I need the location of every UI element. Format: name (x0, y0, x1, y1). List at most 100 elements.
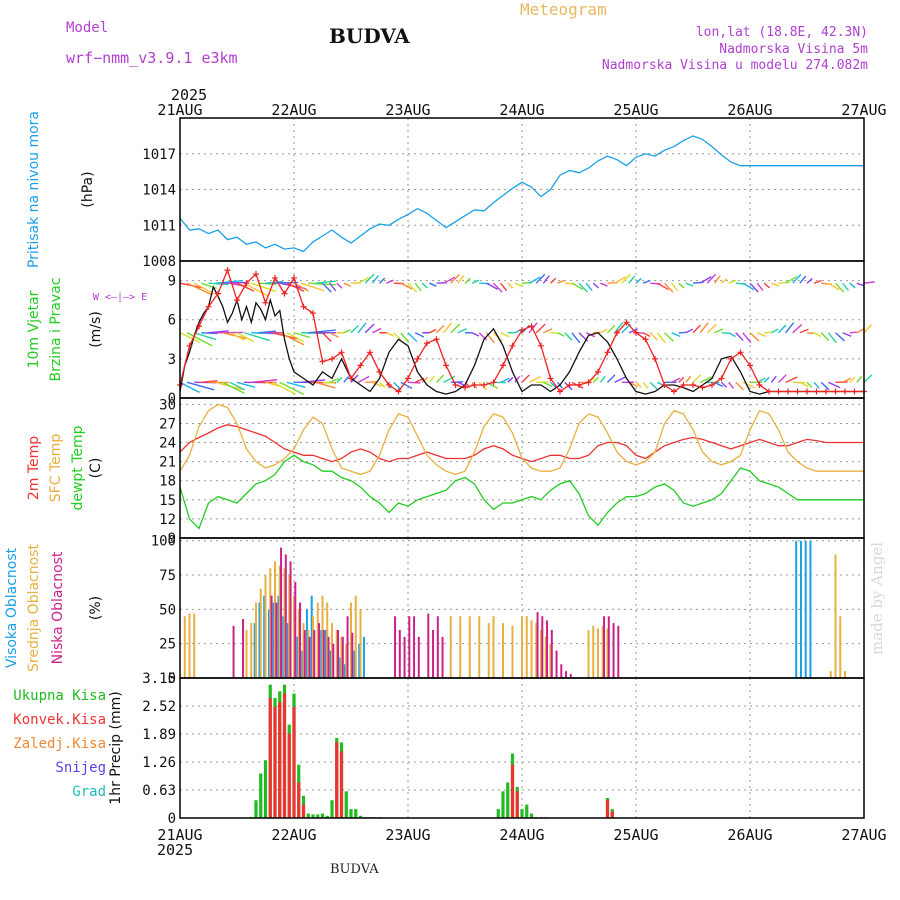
wind-arrow (706, 323, 717, 334)
wind-arrow (507, 376, 514, 383)
gust-marker (804, 388, 810, 395)
wind-arrow (486, 282, 498, 290)
model-label: Model (66, 20, 109, 36)
bar-srednja (511, 625, 514, 678)
panel-unit: (C) (88, 458, 104, 479)
wind-arrow (329, 377, 339, 383)
bar-visoka (804, 540, 807, 678)
wind-arrow (336, 282, 343, 289)
wind-arrow (799, 328, 809, 334)
y-tick-label: 2.52 (142, 699, 176, 715)
bar-konvek-kisa (510, 764, 515, 818)
gust-marker (262, 299, 269, 306)
wind-arrow (749, 332, 760, 342)
bar-niska (284, 554, 287, 678)
gust-marker (566, 381, 573, 388)
gust-marker (443, 362, 449, 369)
wind-arrow (450, 323, 461, 334)
time-tick-top: 23AUG (385, 101, 430, 119)
bar-srednja (587, 629, 590, 678)
wind-arrow (742, 332, 752, 344)
time-tick-top: 24AUG (499, 101, 544, 119)
wind-arrow (429, 328, 437, 334)
gust-marker (661, 381, 668, 388)
wind-arrow (607, 374, 616, 383)
wind-arrow (243, 282, 269, 297)
wind-arrow (435, 374, 445, 383)
wind-arrow (571, 332, 581, 344)
bar-srednja (350, 602, 352, 678)
wind-arrow (721, 381, 728, 388)
wind-arrow (372, 327, 382, 334)
gust-marker (509, 342, 516, 349)
wind-arrow (407, 332, 418, 343)
wind-arrow (785, 376, 798, 383)
bar-srednja (544, 636, 547, 678)
wind-arrow (849, 331, 857, 334)
wind-arrow (713, 275, 721, 284)
bar-niska (441, 636, 444, 678)
wind-arrow (813, 279, 822, 284)
bar-konvek-kisa (292, 706, 296, 818)
gust-marker (386, 381, 392, 388)
bar-visoka (353, 650, 356, 678)
gust-marker (528, 323, 535, 330)
wind-arrow (820, 332, 830, 342)
wind-arrow (393, 381, 402, 391)
bar-srednja (502, 623, 504, 678)
bar-visoka (358, 643, 361, 678)
bar-niska (299, 602, 302, 678)
gust-marker (481, 381, 487, 388)
wind-arrow (813, 381, 820, 389)
panel-frame (179, 677, 865, 819)
wind-arrow (728, 332, 736, 338)
gust-marker (747, 362, 753, 369)
bar-niska (541, 616, 544, 678)
gust-marker (310, 310, 316, 317)
bar-konvek-kisa (282, 693, 287, 818)
wind-arrow (272, 281, 299, 284)
bar-srednja (293, 595, 295, 678)
wind-arrow (379, 381, 386, 388)
gust-marker (367, 349, 373, 356)
bar-visoka (305, 609, 308, 678)
bar-srednja (354, 595, 357, 678)
bar-ukupna-kisa (344, 791, 348, 818)
wind-arrow (621, 273, 631, 284)
y-tick-label: 9 (168, 274, 176, 290)
bar-konvek-kisa (278, 702, 282, 818)
gust-marker (471, 381, 478, 388)
bar-visoka (258, 602, 261, 678)
wind-arrow (656, 332, 666, 344)
gust-marker (395, 388, 402, 395)
bar-niska (603, 616, 606, 678)
wind-arrow (771, 328, 779, 334)
bar-niska (327, 636, 330, 678)
wind-arrow (179, 332, 201, 344)
precip-legend-item: Zaledj.Kisa (13, 736, 106, 752)
wind-arrow (300, 282, 325, 292)
time-tick-bottom: 24AUG (499, 826, 544, 844)
gust-marker (813, 388, 820, 395)
wind-arrow (414, 282, 422, 292)
wind-arrow (193, 282, 215, 295)
bar-srednja (264, 575, 267, 678)
wind-arrow (600, 282, 608, 287)
bar-niska (413, 616, 416, 678)
gust-marker (329, 355, 335, 362)
bar-srednja (250, 623, 253, 678)
gust-marker (234, 297, 240, 304)
bar-srednja (283, 568, 286, 678)
wind-arrow (507, 282, 514, 289)
bar-visoka (320, 629, 323, 678)
gust-marker (405, 375, 411, 382)
wind-arrow (315, 381, 336, 389)
bar-visoka (329, 650, 332, 678)
bar-ukupna-kisa (525, 804, 529, 818)
wind-arrow (628, 328, 638, 334)
bar-visoka (282, 616, 285, 678)
wind-arrow (663, 282, 674, 293)
bar-srednja (592, 625, 595, 678)
wind-arrow (614, 322, 624, 334)
